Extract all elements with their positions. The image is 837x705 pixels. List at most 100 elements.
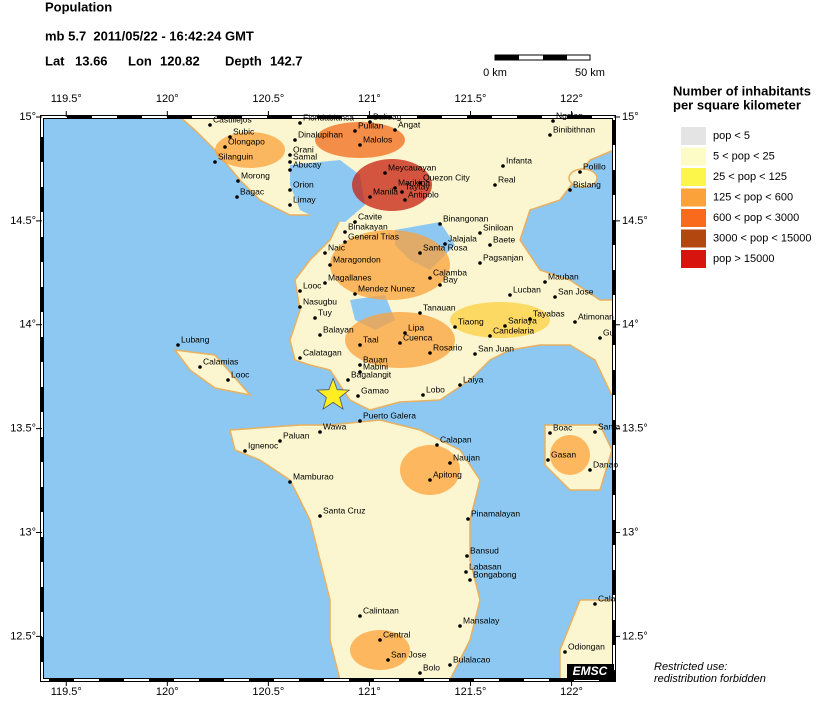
legend-swatch	[681, 168, 706, 186]
legend-label: 3000 < pop < 15000	[713, 232, 811, 244]
place-label: Gasan	[551, 449, 576, 459]
place-label: Labasan	[469, 561, 502, 571]
place-label: Baete	[493, 234, 515, 244]
lon-value: 120.82	[160, 53, 200, 68]
legend-label: pop < 5	[713, 130, 750, 142]
place-label: Jalajala	[448, 233, 477, 243]
place-label: Wawa	[323, 421, 347, 431]
place-dot	[458, 624, 462, 628]
lat-tick-label: 13.5°	[10, 423, 36, 435]
place-label: Bagac	[240, 186, 265, 196]
place-dot	[368, 120, 372, 124]
lat-tick-label: 14°	[19, 319, 36, 331]
place-label: Limay	[293, 194, 316, 204]
place-dot	[593, 602, 597, 606]
place-label: Lipa	[408, 322, 424, 332]
place-dot	[400, 190, 404, 194]
place-dot	[488, 243, 492, 247]
place-dot	[393, 186, 397, 190]
place-dot	[453, 325, 457, 329]
place-label: General Trias	[348, 231, 399, 241]
place-dot	[448, 663, 452, 667]
place-label: Tayabas	[533, 308, 565, 318]
place-label: Odiongan	[568, 641, 605, 651]
place-dot	[588, 468, 592, 472]
place-dot	[358, 614, 362, 618]
place-label: Silanguin	[218, 151, 253, 161]
lat-tick-label: 13°	[19, 526, 36, 538]
place-dot	[343, 230, 347, 234]
place-dot	[318, 514, 322, 518]
place-label: Angat	[398, 119, 421, 129]
place-dot	[298, 305, 302, 309]
place-label: Abucay	[293, 159, 322, 169]
place-label: Tiaong	[458, 316, 484, 326]
place-label: Infanta	[506, 155, 532, 165]
place-label: Binangonan	[443, 213, 489, 223]
place-dot	[288, 188, 292, 192]
legend-swatch	[681, 250, 706, 268]
place-dot	[288, 160, 292, 164]
place-dot	[278, 439, 282, 443]
place-dot	[546, 458, 550, 462]
place-dot	[598, 336, 602, 340]
place-dot	[358, 143, 362, 147]
place-dot	[318, 333, 322, 337]
depth-value: 142.7	[270, 53, 303, 68]
legend: Number of inhabitants per square kilomet…	[673, 83, 811, 268]
place-label: Cavite	[358, 211, 382, 221]
place-dot	[418, 251, 422, 255]
place-label: Floridablanca	[303, 112, 354, 122]
place-label: Bansud	[470, 545, 499, 555]
place-label: Bauan	[363, 354, 388, 364]
place-label: Naic	[328, 242, 346, 252]
place-dot	[243, 449, 247, 453]
place-dot	[548, 431, 552, 435]
place-dot	[298, 356, 302, 360]
lon-tick-label: 120°	[156, 93, 179, 105]
place-label: Bay	[443, 274, 458, 284]
legend-swatch	[681, 209, 706, 227]
place-dot	[236, 179, 240, 183]
lat-tick-label: 14.5°	[622, 215, 648, 227]
place-label: Bislang	[573, 179, 601, 189]
place-dot	[468, 578, 472, 582]
place-dot	[438, 283, 442, 287]
place-dot	[228, 135, 232, 139]
place-dot	[435, 443, 439, 447]
lat-tick-label: 12.5°	[622, 630, 648, 642]
place-label: Looc	[303, 280, 322, 290]
place-label: Bagalangit	[351, 369, 392, 379]
place-dot	[553, 295, 557, 299]
lon-tick-label: 121°	[358, 686, 381, 698]
place-dot	[353, 129, 357, 133]
place-dot	[488, 334, 492, 338]
place-label: Rosario	[433, 342, 463, 352]
place-label: Sariaya	[508, 315, 537, 325]
place-dot	[288, 480, 292, 484]
place-dot	[346, 378, 350, 382]
place-label: Bongabong	[473, 569, 517, 579]
place-label: Dinalupihan	[298, 129, 343, 139]
place-dot	[288, 153, 292, 157]
place-dot	[223, 145, 227, 149]
map-title: Population	[45, 0, 112, 14]
place-label: Mendez Nunez	[358, 283, 415, 293]
place-dot	[478, 231, 482, 235]
lat-tick-label: 12.5°	[10, 630, 36, 642]
footer-note: redistribution forbidden	[654, 673, 766, 685]
lat-tick-label: 15°	[19, 111, 36, 123]
epicenter	[315, 377, 351, 411]
place-label: Antipolo	[408, 189, 439, 199]
legend-swatch	[681, 229, 706, 248]
place-label: Morong	[241, 170, 270, 180]
place-label: Calatagan	[303, 347, 342, 357]
place-label: Malolos	[363, 134, 392, 144]
place-label: San Jose	[391, 649, 427, 659]
place-dot	[176, 343, 180, 347]
place-dot	[293, 138, 297, 142]
place-label: Lucban	[513, 284, 541, 294]
place-label: Calintaan	[363, 605, 399, 615]
place-label: Calapan	[440, 434, 472, 444]
